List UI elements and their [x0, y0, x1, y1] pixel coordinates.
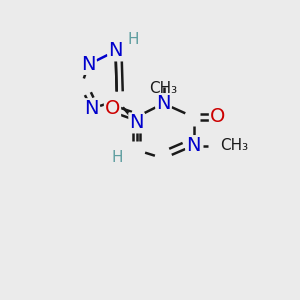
- Text: N: N: [81, 55, 96, 74]
- Text: O: O: [105, 99, 120, 118]
- Text: N: N: [84, 99, 99, 118]
- Text: N: N: [156, 94, 171, 113]
- Text: N: N: [129, 113, 144, 133]
- Text: CH₃: CH₃: [149, 81, 178, 96]
- Text: H: H: [128, 32, 139, 46]
- Text: H: H: [111, 150, 123, 165]
- Text: N: N: [186, 136, 201, 155]
- Text: CH₃: CH₃: [220, 138, 249, 153]
- Text: O: O: [210, 107, 225, 127]
- Text: N: N: [108, 41, 123, 61]
